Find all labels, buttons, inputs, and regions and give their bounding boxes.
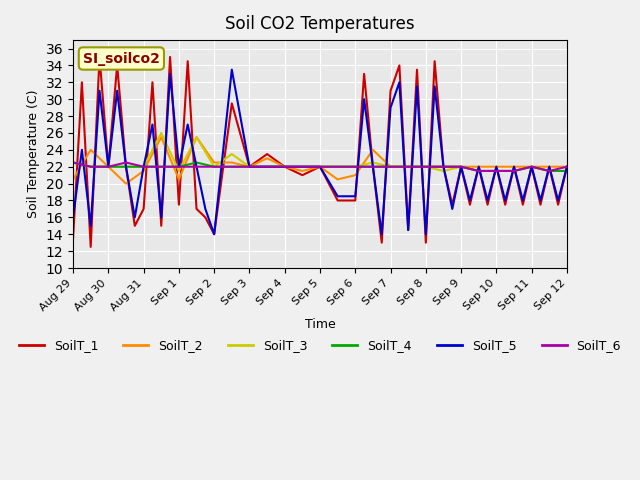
Title: Soil CO2 Temperatures: Soil CO2 Temperatures [225, 15, 415, 33]
Legend: SoilT_1, SoilT_2, SoilT_3, SoilT_4, SoilT_5, SoilT_6: SoilT_1, SoilT_2, SoilT_3, SoilT_4, Soil… [14, 335, 626, 358]
Y-axis label: Soil Temperature (C): Soil Temperature (C) [27, 90, 40, 218]
X-axis label: Time: Time [305, 318, 335, 331]
Text: SI_soilco2: SI_soilco2 [83, 51, 160, 65]
